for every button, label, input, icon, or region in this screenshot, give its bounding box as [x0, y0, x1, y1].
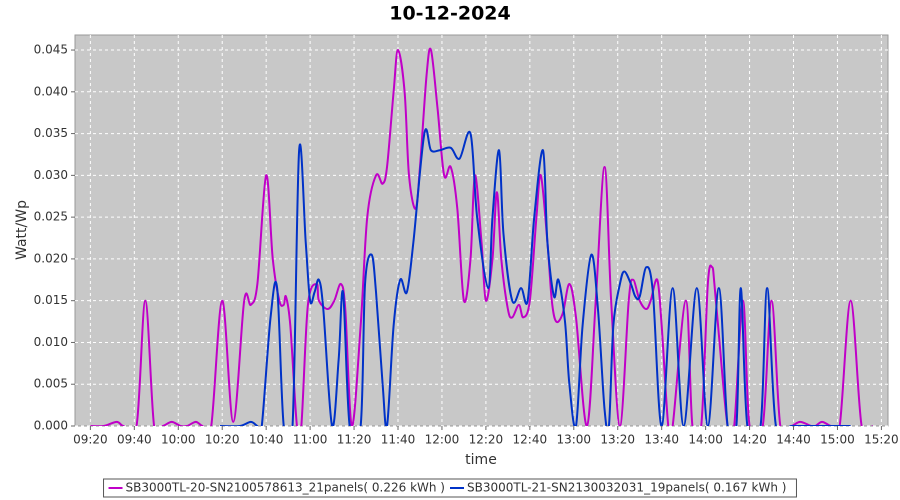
legend: SB3000TL-20-SN2100578613_21panels( 0.226…: [103, 478, 797, 498]
y-axis-label: Watt/Wp: [14, 200, 30, 260]
y-tick-label: 0.000: [34, 419, 68, 433]
x-tick-label: 10:40: [249, 433, 284, 447]
x-tick-label: 15:20: [864, 433, 899, 447]
x-tick-label: 11:00: [293, 433, 328, 447]
x-tick-label: 11:40: [381, 433, 416, 447]
x-tick-label: 14:40: [776, 433, 811, 447]
y-tick-label: 0.045: [34, 43, 68, 57]
x-tick-label: 10:20: [205, 433, 240, 447]
x-tick-label: 12:40: [513, 433, 548, 447]
y-tick-label: 0.025: [34, 210, 68, 224]
y-tick-label: 0.030: [34, 168, 68, 182]
y-tick-label: 0.005: [34, 377, 68, 391]
x-tick-label: 13:40: [644, 433, 679, 447]
series-line: [90, 47, 874, 426]
y-tick-label: 0.035: [34, 126, 68, 140]
x-tick-label: 13:00: [556, 433, 591, 447]
x-tick-label: 13:20: [600, 433, 635, 447]
chart-title: 10-12-2024: [389, 3, 511, 25]
x-tick-label: 11:20: [337, 433, 372, 447]
x-tick-label: 12:00: [425, 433, 460, 447]
series-line: [220, 128, 851, 426]
x-tick-label: 12:20: [469, 433, 504, 447]
y-tick-label: 0.020: [34, 251, 68, 265]
x-tick-label: 09:20: [73, 433, 108, 447]
x-tick-label: 14:20: [732, 433, 767, 447]
x-tick-label: 10:00: [161, 433, 196, 447]
y-tick-label: 0.010: [34, 335, 68, 349]
y-tick-label: 0.040: [34, 84, 68, 98]
x-axis-label: time: [465, 452, 497, 468]
x-tick-label: 15:00: [820, 433, 855, 447]
legend-label: SB3000TL-21-SN2130032031_19panels( 0.167…: [467, 481, 786, 495]
legend-label: SB3000TL-20-SN2100578613_21panels( 0.226…: [126, 481, 445, 495]
x-tick-label: 09:40: [117, 433, 152, 447]
y-tick-label: 0.015: [34, 293, 68, 307]
x-tick-label: 14:00: [688, 433, 723, 447]
